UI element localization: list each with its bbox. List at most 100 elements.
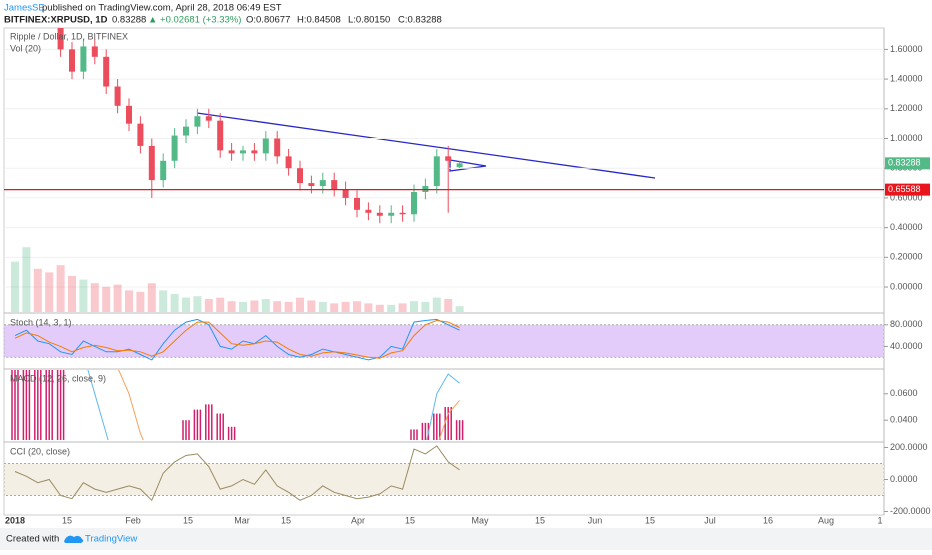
candle-body	[114, 86, 121, 106]
volume-bar	[387, 304, 396, 312]
published: published on TradingView.com, April 28, …	[42, 3, 282, 14]
volume-bar	[353, 301, 361, 312]
volume-bar	[341, 301, 350, 312]
x-tick-label: Jun	[588, 515, 603, 525]
level-label-box	[885, 183, 930, 196]
volume-bar	[296, 297, 304, 312]
x-tick-label: 15	[405, 515, 415, 525]
candle-body	[411, 191, 417, 215]
pane-title: MACD (12, 26, close, 9)	[10, 373, 106, 383]
candle-body	[148, 145, 155, 181]
candle-body	[126, 105, 132, 124]
band	[4, 324, 884, 358]
y-tick-label: 200.0000	[890, 442, 928, 452]
y-tick-label: 1.00000	[890, 133, 923, 143]
volume-bar	[398, 303, 407, 312]
candle-body	[262, 138, 269, 154]
last-price-label: 0.83288	[888, 158, 921, 168]
candle-body	[274, 138, 281, 157]
x-tick-label: May	[471, 515, 489, 525]
candle-body	[240, 150, 246, 154]
x-tick-label: 1	[877, 515, 882, 525]
last-price-label-box	[885, 157, 930, 170]
volume-bar	[330, 303, 339, 312]
band	[4, 462, 884, 496]
volume-title: Vol (20)	[10, 43, 41, 53]
footer-bar	[0, 528, 932, 550]
indicator-line	[87, 370, 460, 440]
volume-bar	[410, 301, 418, 312]
volume-bar	[193, 296, 202, 312]
x-tick-label: 16	[763, 515, 773, 525]
volume-bar	[444, 299, 453, 312]
volume-bar	[375, 304, 384, 312]
volume-bar	[136, 291, 145, 312]
y-tick-label: 40.0000	[890, 341, 923, 351]
volume-bar	[273, 301, 282, 312]
volume-bar	[227, 301, 236, 312]
volume-bar	[182, 297, 190, 312]
trend-line	[196, 112, 656, 179]
candle-body	[308, 183, 315, 187]
candle-body	[251, 150, 258, 154]
x-tick-label: 15	[281, 515, 291, 525]
x-tick-label: Jul	[704, 515, 716, 525]
volume-bar	[125, 290, 133, 312]
y-tick-label: 0.0000	[890, 474, 918, 484]
volume-bar	[421, 301, 430, 312]
y-tick-label: 0.40000	[890, 222, 923, 232]
close: C:0.83288	[398, 15, 442, 26]
x-tick-label: 15	[645, 515, 655, 525]
candle-body	[445, 156, 452, 161]
volume-bar	[159, 290, 168, 312]
indicator-line	[14, 445, 460, 502]
y-tick-label: 0.0400	[890, 415, 918, 425]
volume-bar	[90, 283, 99, 312]
pane	[11, 370, 464, 440]
high: H:0.84508	[297, 15, 341, 26]
x-tick-label: 15	[183, 515, 193, 525]
indicator-line	[14, 319, 460, 359]
y-tick-label: 1.40000	[890, 73, 923, 83]
y-tick-label: 1.60000	[890, 44, 923, 54]
publisher: JamesSE	[4, 3, 45, 14]
y-tick-label: 0.60000	[890, 192, 923, 202]
level-label: 0.65588	[888, 184, 921, 194]
candle-body	[342, 189, 349, 198]
candle-body	[331, 180, 338, 190]
candle-body	[319, 180, 326, 187]
x-tick-label: Apr	[351, 515, 365, 525]
indicator-line	[14, 318, 460, 361]
candle-body	[137, 123, 144, 146]
candle-body	[194, 116, 201, 127]
y-tick-label: -200.0000	[890, 506, 931, 516]
x-tick-label: 2018	[5, 515, 25, 525]
y-tick-label: 1.20000	[890, 103, 923, 113]
pane	[4, 445, 884, 502]
candle-body	[365, 209, 372, 213]
candle-body	[456, 163, 463, 168]
candle-body	[388, 212, 395, 216]
volume-bar	[113, 284, 122, 312]
y-tick-label: 0.00000	[890, 281, 923, 291]
x-tick-label: Feb	[125, 515, 141, 525]
candle-body	[80, 46, 87, 72]
pane-title: Stoch (14, 3, 1)	[10, 317, 72, 327]
volume-bar	[102, 286, 111, 312]
candle-body	[217, 120, 224, 151]
volume-bar	[364, 303, 373, 312]
low: L:0.80150	[348, 15, 390, 26]
x-tick-label: 15	[535, 515, 545, 525]
volume-bar	[33, 268, 42, 312]
candle-body	[376, 212, 383, 216]
x-tick-label: 15	[62, 515, 72, 525]
candle-body	[228, 150, 235, 154]
volume-bar	[170, 294, 179, 312]
volume-bar	[307, 300, 316, 312]
volume-bar	[250, 300, 259, 312]
volume-bar	[147, 283, 156, 312]
volume-bar	[79, 279, 88, 312]
pane-title: Ripple / Dollar, 1D, BITFINEX	[10, 31, 128, 41]
y-tick-label: 80.0000	[890, 319, 923, 329]
